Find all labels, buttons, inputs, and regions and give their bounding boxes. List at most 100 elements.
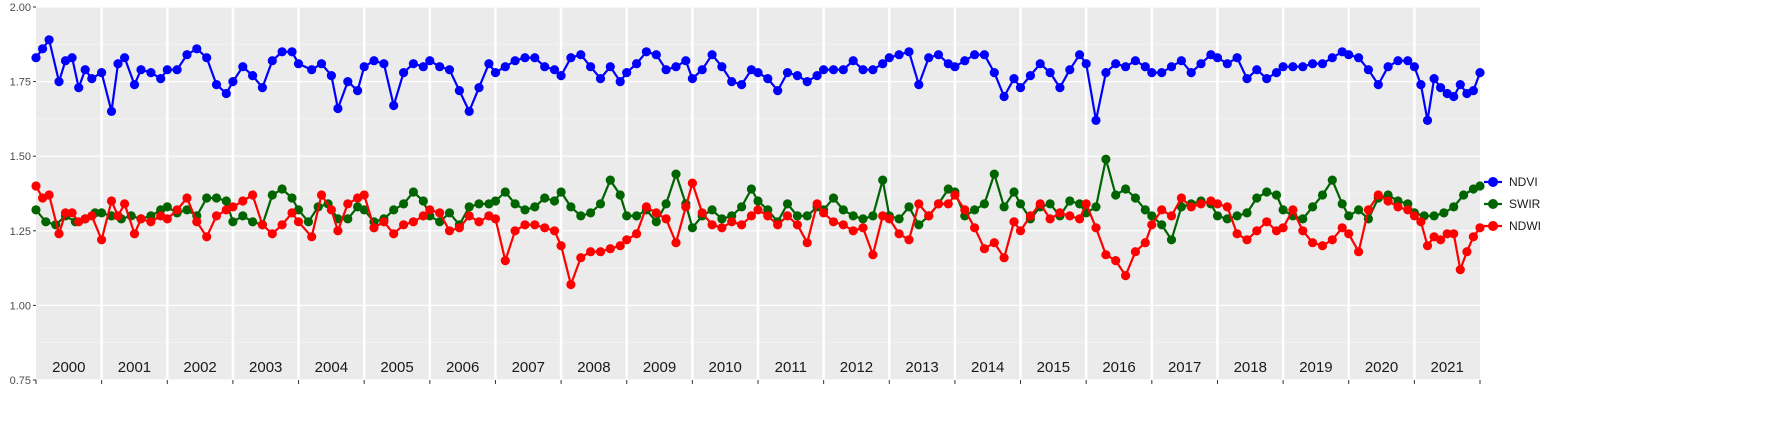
data-point — [1468, 232, 1478, 242]
year-label: 2000 — [52, 359, 85, 376]
legend-label: SWIR — [1509, 197, 1541, 211]
data-point — [1015, 83, 1026, 93]
year-label: 2012 — [840, 359, 873, 376]
data-point — [1009, 217, 1019, 227]
data-point — [979, 199, 990, 209]
data-point — [1288, 62, 1298, 72]
data-point — [1055, 83, 1065, 93]
data-point — [566, 53, 576, 63]
data-point — [737, 202, 747, 212]
data-point — [408, 187, 418, 197]
data-point — [418, 62, 428, 72]
data-point — [1147, 220, 1157, 230]
data-point — [120, 199, 130, 209]
data-point — [924, 53, 934, 63]
data-point — [1449, 229, 1459, 239]
legend-label: NDVI — [1509, 175, 1538, 189]
data-point — [1111, 256, 1121, 266]
data-point — [490, 214, 501, 224]
data-point — [697, 65, 707, 75]
data-point — [746, 184, 757, 194]
data-point — [1429, 74, 1439, 84]
data-point — [1327, 53, 1337, 63]
data-point — [999, 202, 1009, 212]
data-point — [1232, 211, 1242, 221]
year-label: 2008 — [577, 359, 610, 376]
data-point — [1065, 65, 1075, 75]
data-point — [1459, 190, 1469, 200]
data-point — [1186, 202, 1196, 212]
data-point — [1140, 205, 1150, 215]
data-point — [878, 59, 888, 69]
data-point — [576, 211, 586, 221]
data-point — [248, 71, 258, 81]
data-point — [192, 44, 202, 54]
data-point — [277, 184, 287, 194]
data-point — [1081, 199, 1091, 209]
data-point — [566, 202, 576, 212]
data-point — [1176, 202, 1186, 212]
data-point — [1449, 202, 1459, 212]
data-point — [182, 205, 192, 215]
data-point — [960, 56, 970, 66]
data-point — [858, 214, 868, 224]
data-point — [257, 83, 267, 93]
data-point — [615, 77, 625, 87]
data-point — [1025, 211, 1035, 221]
data-point — [238, 196, 248, 206]
data-point — [586, 208, 596, 218]
data-point — [510, 199, 520, 209]
data-point — [31, 53, 41, 63]
data-point — [326, 205, 336, 215]
data-point — [566, 279, 576, 290]
legend: NDVI SWIR NDWI — [1484, 175, 1541, 233]
data-point — [87, 211, 97, 221]
data-point — [136, 65, 146, 75]
data-point — [632, 229, 642, 239]
data-point — [1317, 59, 1328, 69]
data-point — [418, 196, 428, 206]
data-point — [435, 208, 445, 218]
y-tick-label: 0.75 — [10, 375, 31, 387]
data-point — [41, 217, 51, 227]
data-point — [661, 199, 671, 209]
data-point — [221, 196, 231, 206]
data-point — [369, 223, 379, 233]
data-point — [359, 62, 369, 72]
data-point — [792, 220, 803, 230]
data-point — [1065, 211, 1075, 221]
data-point — [838, 220, 848, 230]
data-point — [1045, 68, 1055, 78]
data-point — [622, 211, 632, 221]
data-point — [661, 65, 671, 75]
data-point — [727, 77, 737, 87]
data-point — [248, 190, 258, 200]
legend-label: NDWI — [1509, 219, 1541, 233]
data-point — [681, 56, 691, 66]
data-point — [60, 208, 71, 218]
data-point — [1363, 205, 1373, 215]
data-point — [773, 220, 783, 230]
data-point — [1252, 65, 1262, 75]
data-point — [202, 193, 212, 203]
data-point — [979, 50, 990, 60]
data-point — [1147, 211, 1157, 221]
data-point — [1212, 211, 1223, 221]
data-point — [753, 196, 763, 206]
data-point — [389, 100, 399, 111]
data-point — [707, 205, 717, 215]
data-point — [510, 226, 520, 236]
data-point — [474, 83, 484, 93]
data-point — [287, 193, 297, 203]
data-point — [1025, 71, 1035, 81]
data-point — [858, 223, 868, 233]
data-point — [316, 59, 327, 69]
data-point — [651, 208, 661, 218]
data-point — [530, 220, 540, 230]
data-point — [31, 205, 41, 215]
data-point — [641, 47, 652, 57]
data-point — [435, 217, 445, 227]
data-point — [267, 56, 277, 66]
data-point — [1262, 74, 1272, 84]
data-point — [435, 62, 445, 72]
